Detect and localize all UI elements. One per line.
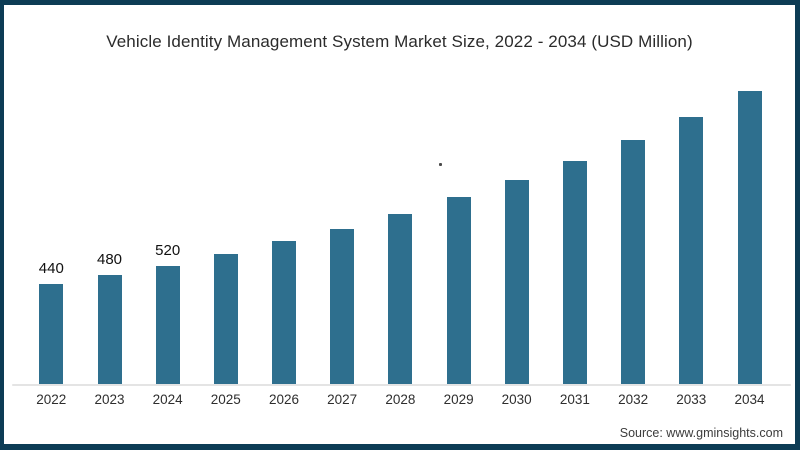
- bar-2024: [155, 266, 180, 384]
- x-tick-label-2023: 2023: [94, 392, 125, 407]
- x-tick-label-2033: 2033: [676, 392, 707, 407]
- x-tick-label-2025: 2025: [210, 392, 241, 407]
- bar-2032: [621, 140, 646, 384]
- bar-2028: [388, 213, 413, 384]
- x-tick-label-2028: 2028: [385, 392, 416, 407]
- source-attribution: Source: www.gminsights.com: [619, 426, 783, 440]
- x-tick-label-2026: 2026: [268, 392, 300, 407]
- bar-2022: [39, 284, 64, 384]
- bar-2025: [213, 253, 238, 384]
- plot-area: 2022 440 2023 480 2024 520 2025 2026 2027 2028 202…: [4, 5, 795, 444]
- bar-2031: [562, 160, 587, 384]
- x-tick-label-2029: 2029: [443, 392, 474, 407]
- x-axis-line: [12, 384, 791, 386]
- bar-value-label-2024: 520: [155, 242, 181, 259]
- bar-2023: [97, 275, 122, 384]
- x-tick-label-2022: 2022: [36, 392, 67, 407]
- x-tick-label-2034: 2034: [734, 392, 765, 407]
- bar-2027: [330, 228, 355, 384]
- x-tick-label-2031: 2031: [559, 392, 590, 407]
- x-tick-label-2032: 2032: [618, 392, 649, 407]
- x-tick-label-2030: 2030: [501, 392, 532, 407]
- bar-value-label-2023: 480: [96, 251, 123, 269]
- bar-value-label-2022: 440: [38, 260, 64, 278]
- x-tick-label-2024: 2024: [152, 392, 183, 407]
- x-tick-label-2027: 2027: [327, 392, 358, 407]
- bar-2034: [737, 91, 762, 384]
- stray-dot-artifact: [439, 163, 442, 166]
- bar-2026: [272, 241, 296, 384]
- bar-2030: [504, 179, 529, 384]
- bar-2033: [679, 117, 704, 384]
- bar-2029: [446, 196, 471, 384]
- chart-title: Vehicle Identity Management System Marke…: [106, 32, 693, 51]
